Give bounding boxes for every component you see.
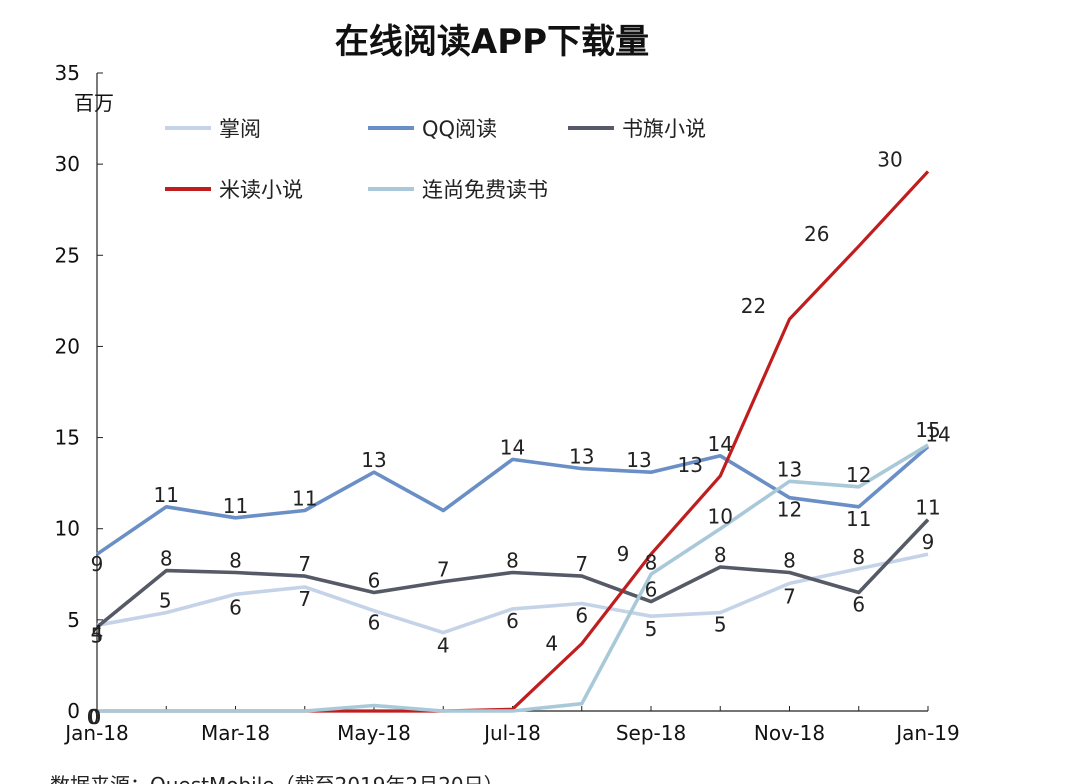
- legend-label: 掌阅: [219, 117, 261, 141]
- data-label: 30: [877, 147, 902, 171]
- data-label: 13: [569, 445, 594, 469]
- data-label: 6: [575, 603, 588, 627]
- data-label: 8: [506, 548, 519, 572]
- data-label: 9: [922, 530, 935, 554]
- legend-label: 米读小说: [219, 178, 303, 202]
- data-label: 13: [361, 448, 386, 472]
- data-label: 4: [91, 621, 104, 645]
- series-line-4: [97, 443, 929, 713]
- data-label: 0: [87, 705, 100, 729]
- data-label: 12: [846, 463, 871, 487]
- data-label: 9: [617, 542, 630, 566]
- data-label: 0: [89, 705, 102, 729]
- data-label: 14: [925, 423, 950, 447]
- data-label: 6: [645, 578, 658, 602]
- data-label: 4: [545, 632, 558, 656]
- x-tick-label: Sep-18: [616, 721, 686, 745]
- data-label: 7: [298, 587, 311, 611]
- data-label: 10: [708, 505, 733, 529]
- data-label: 5: [645, 617, 658, 641]
- data-label: 8: [160, 547, 173, 571]
- chart-title: 在线阅读APP下载量: [335, 22, 649, 62]
- x-tick-label: Jan-18: [63, 721, 129, 745]
- legend-label: 书旗小说: [622, 117, 706, 141]
- data-label: 7: [575, 552, 588, 576]
- data-label: 8: [645, 550, 658, 574]
- x-tick-label: May-18: [337, 721, 411, 745]
- y-tick-label: 0: [67, 699, 80, 723]
- data-label: 22: [741, 294, 766, 318]
- legend-label: QQ阅读: [422, 117, 497, 141]
- data-label: 11: [846, 507, 871, 531]
- series-line-2: [95, 518, 930, 629]
- data-label: 8: [714, 543, 727, 567]
- data-label: 5: [159, 589, 172, 613]
- x-tick-label: Mar-18: [201, 721, 270, 745]
- data-label: 11: [292, 486, 317, 510]
- data-label: 8: [229, 548, 242, 572]
- data-label: 9: [91, 552, 104, 576]
- data-label: 26: [804, 222, 829, 246]
- data-label: 5: [91, 623, 104, 647]
- data-label: 6: [852, 593, 865, 617]
- y-tick-label: 5: [67, 608, 80, 632]
- data-label: 11: [154, 483, 179, 507]
- x-tick-label: Jan-19: [894, 721, 960, 745]
- data-label: 6: [368, 569, 381, 593]
- data-label: 13: [626, 448, 651, 472]
- y-tick-label: 10: [55, 517, 80, 541]
- axes: 0 5 10 15 20 25 30 35 Jan-18 Mar-18 May-18 Jul-18 Se…: [55, 61, 960, 745]
- source-note: 数据来源：QuestMobile（截至2019年2月20日）: [50, 773, 504, 784]
- data-label: 6: [368, 611, 381, 635]
- legend-label: 连尚免费读书: [422, 178, 548, 202]
- data-label: 6: [229, 595, 242, 619]
- data-label: 7: [298, 552, 311, 576]
- data-label: 12: [777, 498, 802, 522]
- data-label: 11: [915, 496, 940, 520]
- data-label: 15: [915, 418, 940, 442]
- data-label: 7: [783, 584, 796, 608]
- data-label: 8: [852, 545, 865, 569]
- y-tick-label: 15: [55, 426, 80, 450]
- data-label: 14: [500, 435, 525, 459]
- data-label: 8: [783, 548, 796, 572]
- data-label: 5: [714, 613, 727, 637]
- y-tick-label: 30: [55, 152, 80, 176]
- data-label: 11: [223, 494, 248, 518]
- series-layer: [95, 170, 930, 713]
- x-tick-label: Jul-18: [482, 721, 541, 745]
- y-tick-label: 35: [55, 61, 80, 85]
- series-line-0: [96, 552, 929, 635]
- data-label: 13: [678, 453, 703, 477]
- series-line-1: [95, 445, 930, 556]
- x-tick-label: Nov-18: [754, 721, 825, 745]
- data-label: 4: [437, 634, 450, 658]
- data-label: 13: [777, 457, 802, 481]
- y-tick-label: 20: [55, 334, 80, 358]
- y-tick-label: 25: [55, 243, 80, 267]
- data-label: 7: [437, 558, 450, 582]
- data-label: 6: [506, 609, 519, 633]
- y-unit-label: 百万: [74, 91, 114, 115]
- data-label: 14: [708, 432, 733, 456]
